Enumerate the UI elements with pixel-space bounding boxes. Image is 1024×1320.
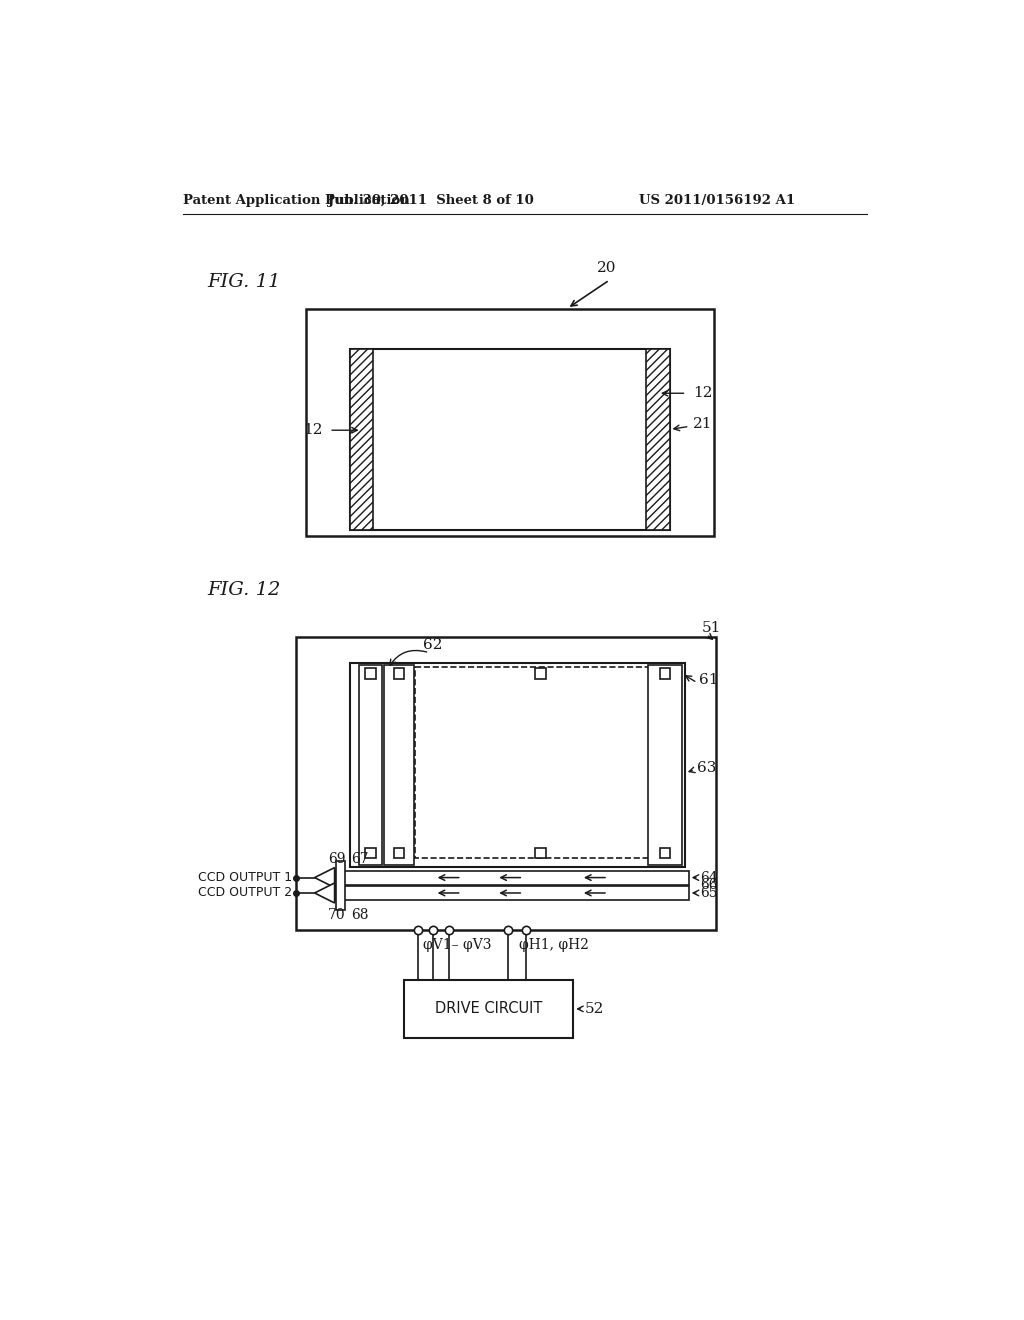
Bar [416, 668, 666, 858]
Text: 20: 20 [597, 261, 616, 275]
Text: 63: 63 [696, 762, 716, 775]
Text: US 2011/0156192 A1: US 2011/0156192 A1 [639, 194, 795, 207]
Polygon shape [314, 867, 335, 887]
Text: 69: 69 [328, 853, 346, 866]
Text: 12: 12 [303, 424, 323, 437]
Text: Jun. 30, 2011  Sheet 8 of 10: Jun. 30, 2011 Sheet 8 of 10 [328, 194, 534, 207]
Bar [384, 665, 414, 866]
Bar [648, 665, 682, 866]
Text: φH1, φH2: φH1, φH2 [519, 939, 589, 952]
Bar [350, 350, 670, 531]
Text: 52: 52 [585, 1002, 604, 1016]
Bar [366, 847, 376, 858]
Bar [393, 847, 404, 858]
Bar [350, 663, 685, 867]
Text: CCD OUTPUT 2: CCD OUTPUT 2 [198, 887, 292, 899]
Bar [659, 668, 671, 678]
Text: 65: 65 [700, 886, 718, 900]
Text: 67: 67 [351, 853, 369, 866]
Text: 64: 64 [700, 871, 718, 884]
Bar [296, 638, 716, 929]
Text: 62: 62 [423, 638, 443, 652]
Text: 70: 70 [328, 908, 346, 923]
Bar [646, 350, 670, 531]
Bar [536, 847, 546, 858]
Bar [359, 665, 382, 866]
Text: 12: 12 [692, 387, 712, 400]
Text: Patent Application Publication: Patent Application Publication [183, 194, 410, 207]
Bar [366, 668, 376, 678]
Bar [659, 847, 671, 858]
Bar [536, 668, 546, 678]
Bar [350, 350, 373, 531]
Text: 66: 66 [700, 878, 718, 892]
Bar [306, 309, 714, 536]
Text: DRIVE CIRCUIT: DRIVE CIRCUIT [435, 1002, 543, 1016]
Bar [335, 871, 689, 884]
Text: 21: 21 [692, 417, 712, 432]
Bar [393, 668, 404, 678]
Bar [335, 886, 689, 900]
Text: 51: 51 [701, 622, 721, 635]
Text: FIG. 11: FIG. 11 [208, 273, 281, 290]
Text: 68: 68 [351, 908, 369, 923]
Text: CCD OUTPUT 1: CCD OUTPUT 1 [198, 871, 292, 884]
Text: FIG. 12: FIG. 12 [208, 581, 281, 598]
Bar [403, 979, 573, 1038]
Bar [336, 861, 345, 909]
Text: 61: 61 [698, 673, 718, 688]
Text: φV1– φV3: φV1– φV3 [423, 939, 492, 952]
Polygon shape [314, 883, 335, 903]
